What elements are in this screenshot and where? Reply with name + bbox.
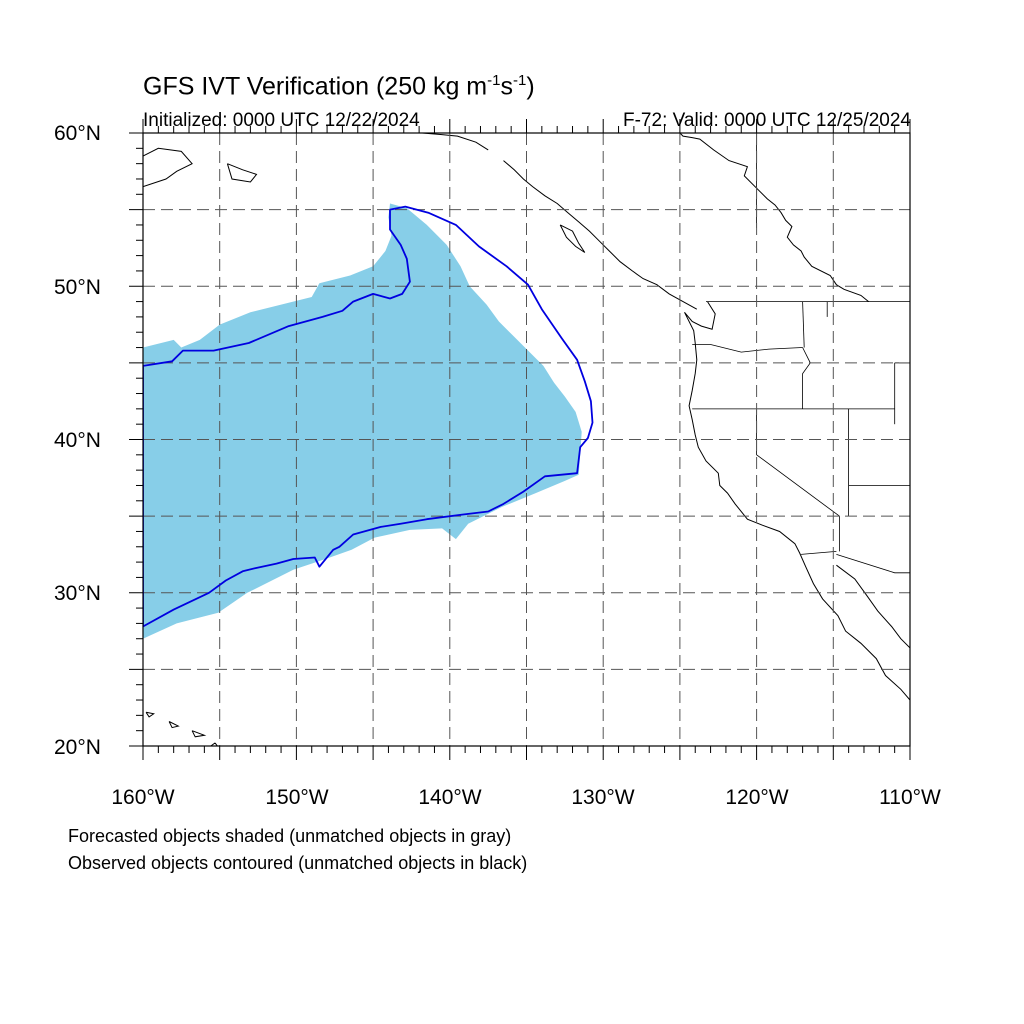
lat-label-20: 20°N bbox=[54, 736, 101, 759]
observed-note: Observed objects contoured (unmatched ob… bbox=[68, 853, 528, 873]
coastline-9 bbox=[191, 730, 207, 738]
observed-ivt-contour bbox=[143, 205, 594, 628]
border-8 bbox=[756, 408, 840, 517]
coastline-6 bbox=[422, 133, 489, 151]
init-time-label: Initialized: 0000 UTC 12/22/2024 bbox=[143, 110, 420, 131]
lon-label-150w: 150°W bbox=[265, 786, 329, 809]
coastline-1 bbox=[684, 301, 910, 701]
lon-label-140w: 140°W bbox=[418, 786, 482, 809]
lat-label-50: 50°N bbox=[54, 276, 101, 299]
border-5 bbox=[802, 347, 811, 409]
border-10 bbox=[801, 551, 837, 555]
lon-label-130w: 130°W bbox=[571, 786, 635, 809]
coastline-4 bbox=[226, 163, 258, 183]
border-2 bbox=[802, 301, 805, 348]
lat-label-40: 40°N bbox=[54, 429, 101, 452]
observed-layer bbox=[143, 205, 594, 628]
chart-title: GFS IVT Verification (250 kg m-1s-1) bbox=[143, 72, 535, 101]
coastline-7 bbox=[559, 224, 586, 253]
coastline-2 bbox=[836, 564, 910, 649]
lon-label-120w: 120°W bbox=[725, 786, 789, 809]
border-9 bbox=[836, 554, 910, 574]
axis-ticks bbox=[129, 119, 911, 760]
coastline-11 bbox=[145, 711, 155, 718]
lat-label-60: 60°N bbox=[54, 122, 101, 145]
coastline-5 bbox=[503, 160, 698, 310]
border-4 bbox=[692, 344, 803, 353]
lat-label-30: 30°N bbox=[54, 582, 101, 605]
lon-label-110w: 110°W bbox=[879, 786, 941, 809]
gridlines bbox=[143, 133, 910, 746]
valid-time-label: F-72: Valid: 0000 UTC 12/25/2024 bbox=[623, 110, 911, 131]
coastline-0 bbox=[679, 133, 869, 302]
coastline-3 bbox=[143, 147, 193, 188]
coastline-10 bbox=[168, 721, 180, 729]
plot-frame bbox=[142, 132, 911, 747]
forecast-layer bbox=[143, 203, 582, 639]
forecast-ivt-object bbox=[143, 203, 582, 639]
forecast-note: Forecasted objects shaded (unmatched obj… bbox=[68, 826, 512, 846]
lon-label-160w: 160°W bbox=[111, 786, 175, 809]
